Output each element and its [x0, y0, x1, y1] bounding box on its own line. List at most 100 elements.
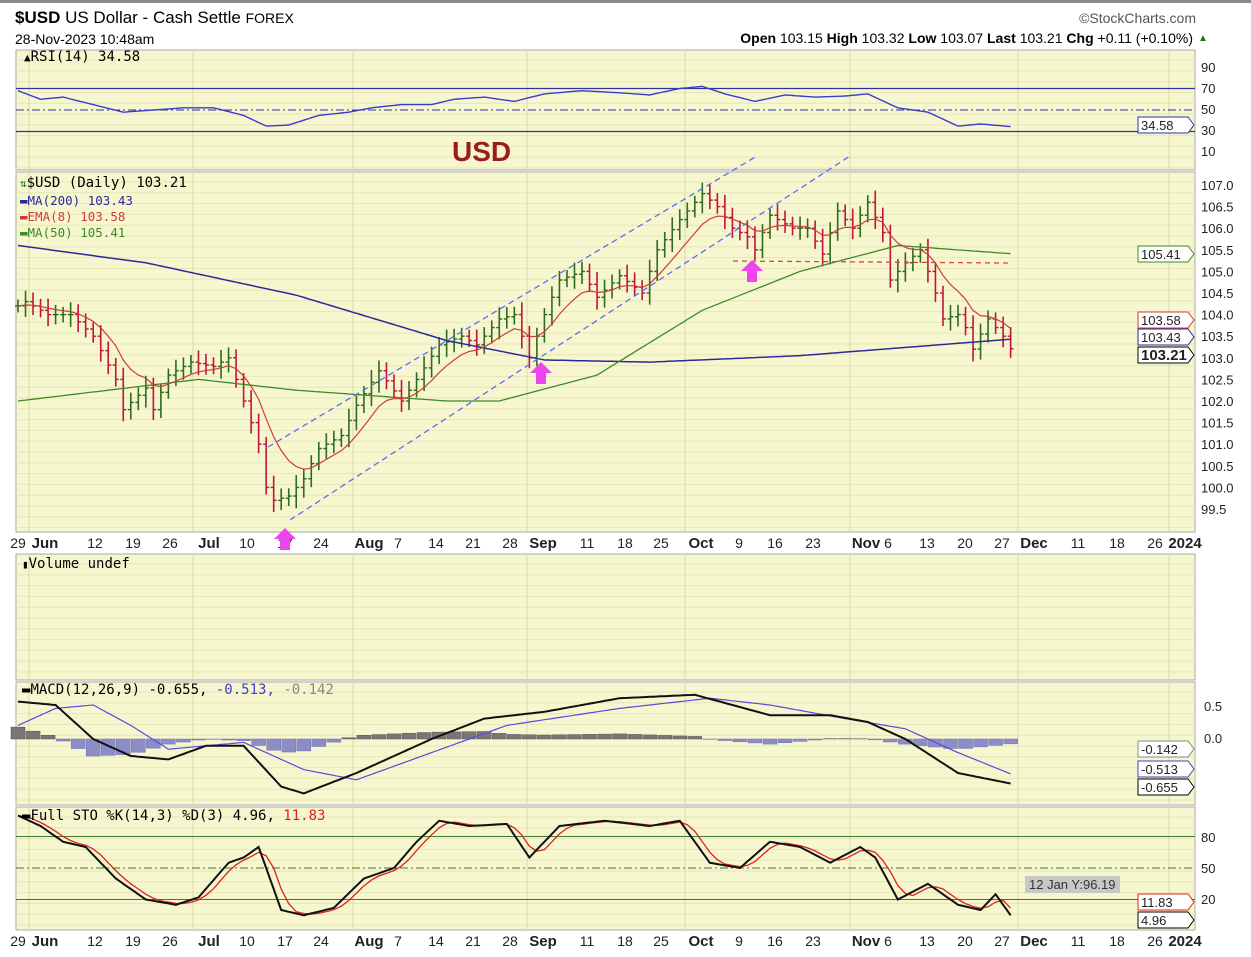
ma50-tag: 105.41 — [1141, 247, 1181, 262]
macd-tick-label: 0.5 — [1204, 699, 1222, 714]
x-tick-label: 19 — [125, 933, 141, 949]
x-tick-label: 26 — [162, 535, 178, 551]
sto-k-line — [17, 814, 1012, 917]
x-tick-label: 13 — [919, 535, 935, 551]
macd-tag-box — [1137, 778, 1195, 796]
sto-tick-label: 20 — [1201, 892, 1215, 907]
macd-histogram-bar — [762, 738, 778, 745]
macd-histogram-bar — [55, 738, 71, 742]
macd-histogram-bar — [401, 732, 417, 740]
rsi-tick-label: 30 — [1201, 123, 1215, 138]
rsi-legend: ▲RSI(14) 34.58 — [24, 49, 140, 65]
x-tick-label: 21 — [465, 933, 481, 949]
x-tick-label: Dec — [1020, 933, 1048, 950]
macd-histogram-bar — [943, 738, 958, 749]
last-label: Last — [987, 30, 1016, 46]
ema8-line — [17, 215, 1011, 470]
macd-histogram-bar — [100, 738, 116, 756]
macd-histogram-bar — [311, 738, 327, 747]
instrument-name: US Dollar - Cash Settle — [65, 8, 241, 27]
x-tick-label: 11 — [1071, 535, 1086, 551]
macd-histogram-bar — [1003, 738, 1018, 745]
chg-value: +0.11 (+0.10%) — [1097, 30, 1193, 46]
price-tick-label: 104.0 — [1201, 308, 1234, 323]
macd-histogram-bar — [732, 738, 748, 742]
rsi-tick-label: 70 — [1201, 81, 1215, 96]
x-tick-label: 27 — [994, 933, 1010, 949]
x-tick-label: 18 — [1109, 535, 1125, 551]
x-tick-label: 2024 — [1168, 535, 1202, 552]
volume-legend-text: Volume undef — [28, 556, 130, 572]
rsi-tick-label: 50 — [1201, 102, 1215, 117]
last-price-tag: 103.21 — [1141, 347, 1187, 364]
x-tick-label: 20 — [957, 933, 973, 949]
sto-k-tag-box — [1137, 911, 1195, 929]
macd-histogram-bar — [958, 738, 973, 749]
triangle-up-icon: ▲ — [1198, 33, 1208, 44]
channel-upper-line — [267, 155, 758, 448]
price-tick-label: 101.0 — [1201, 437, 1234, 452]
x-tick-label: 16 — [767, 933, 783, 949]
x-tick-label: 23 — [805, 535, 821, 551]
x-tick-label: 9 — [735, 535, 743, 551]
x-tick-label: 24 — [313, 535, 329, 551]
macd-histogram-bar — [281, 738, 296, 753]
exchange: FOREX — [245, 10, 294, 26]
macd-histogram-bar — [507, 734, 522, 740]
macd-histogram-bar — [687, 736, 703, 740]
x-tick-label: Sep — [529, 933, 557, 950]
x-tick-label: 11 — [580, 535, 595, 551]
macd-histogram-bar — [492, 733, 507, 740]
macd-histogram-bar — [40, 735, 56, 740]
up-arrow-icon — [530, 362, 552, 384]
x-tick-label: 7 — [394, 535, 402, 551]
x-tick-label: 18 — [617, 535, 633, 551]
x-tick-label: Aug — [354, 535, 383, 552]
x-tick-label: Dec — [1020, 535, 1048, 552]
macd-histogram-bar — [597, 733, 612, 740]
macd-tick-label: 0.0 — [1204, 731, 1222, 746]
chart-datetime: 28-Nov-2023 10:48am — [15, 31, 155, 47]
sto-tick-label: 50 — [1201, 861, 1215, 876]
x-tick-label: 19 — [125, 535, 141, 551]
x-tick-label: 11 — [580, 933, 595, 949]
macd-histogram-bar — [416, 732, 432, 740]
x-tick-label: 28 — [502, 535, 518, 551]
brand-logo[interactable]: ©StockCharts.com — [1079, 10, 1196, 26]
x-tick-label: 27 — [994, 535, 1010, 551]
x-tick-label: 29 — [10, 535, 26, 551]
price-legend-text: $USD (Daily) 103.21 — [26, 175, 187, 191]
rsi-tick-label: 10 — [1201, 144, 1215, 159]
last-value: 103.21 — [1019, 30, 1063, 46]
macd-histogram-bar — [627, 734, 642, 740]
price-legend: ⇅$USD (Daily) 103.21 — [20, 175, 187, 191]
x-tick-label: 26 — [162, 933, 178, 949]
price-tick-label: 102.5 — [1201, 372, 1234, 387]
sto-d-tag: 11.83 — [1141, 895, 1173, 910]
sto-d-line — [17, 814, 1012, 915]
volume-bars-icon: ▮ — [22, 558, 29, 571]
x-tick-label: Jul — [198, 535, 220, 552]
macd-histogram-bar — [612, 733, 627, 740]
sto-legend: ▬Full STO %K(14,3) %D(3) 4.96, 11.83 — [22, 808, 326, 824]
x-tick-label: 26 — [1147, 535, 1163, 551]
price-tick-label: 99.5 — [1201, 502, 1226, 517]
price-tick-label: 103.0 — [1201, 351, 1234, 366]
x-tick-label: 13 — [919, 933, 935, 949]
macd-signal-tag: -0.513 — [1141, 762, 1178, 777]
macd-histogram-bar — [10, 726, 26, 740]
ma200-tag-box — [1137, 328, 1195, 346]
usd-annotation: USD — [452, 136, 512, 167]
sto-tick-label: 80 — [1201, 830, 1215, 845]
support-line — [732, 260, 1009, 264]
x-tick-label: 25 — [653, 535, 669, 551]
sto-d-legend: 11.83 — [274, 808, 326, 824]
last-price-tag-box — [1137, 346, 1195, 364]
macd-histogram-bar — [567, 734, 582, 740]
macd-legend: ▬MACD(12,26,9) -0.655, -0.513, -0.142 — [22, 682, 334, 698]
macd-histogram-bar — [221, 738, 236, 741]
sto-d-tag-box — [1137, 893, 1195, 911]
x-tick-label: 18 — [1109, 933, 1125, 949]
price-tick-label: 105.0 — [1201, 264, 1234, 279]
